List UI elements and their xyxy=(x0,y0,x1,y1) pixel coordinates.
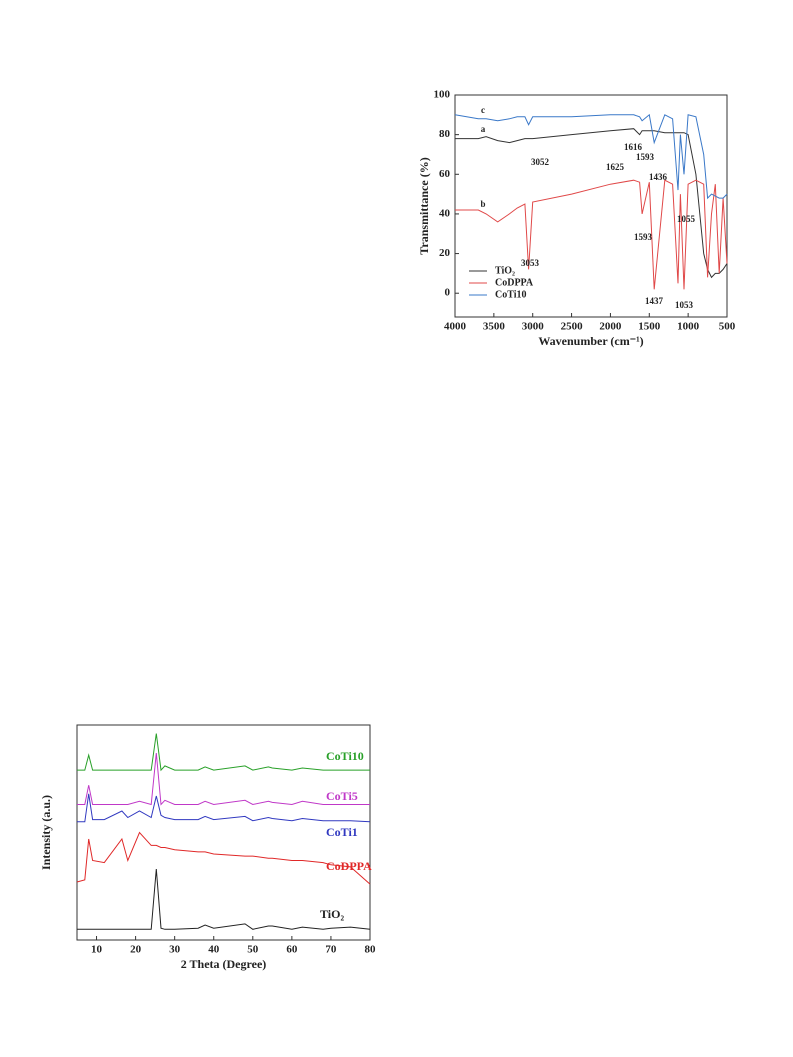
x-tick-label: 2000 xyxy=(599,321,622,333)
annotation: 1625 xyxy=(606,162,625,172)
x-tick-label: 80 xyxy=(365,944,377,956)
y-tick-label: 40 xyxy=(439,207,451,219)
annotation: 1593 xyxy=(636,152,655,162)
series-line xyxy=(77,733,370,772)
y-tick-label: 20 xyxy=(439,247,451,259)
x-tick-label: 500 xyxy=(719,321,736,333)
annotation: 1616 xyxy=(624,142,643,152)
annotation: b xyxy=(480,199,485,209)
legend-label: CoDPPA xyxy=(495,277,534,288)
y-tick-label: 100 xyxy=(434,89,451,101)
annotation: c xyxy=(481,105,485,115)
x-tick-label: 10 xyxy=(91,944,103,956)
annotation: 1593 xyxy=(634,232,653,242)
annotation: a xyxy=(481,124,486,134)
series-label: CoDPPA xyxy=(326,859,372,873)
x-tick-label: 4000 xyxy=(444,321,467,333)
x-tick-label: 60 xyxy=(286,944,298,956)
series-line xyxy=(76,831,371,885)
x-tick-label: 30 xyxy=(169,944,181,956)
x-tick-label: 20 xyxy=(130,944,142,956)
series-line xyxy=(77,752,370,806)
x-axis-label: 2 Theta (Degree) xyxy=(181,957,267,971)
annotation: 1436 xyxy=(649,172,668,182)
annotation: 1437 xyxy=(645,296,664,306)
series-label: TiO₂ xyxy=(320,907,344,921)
x-tick-label: 40 xyxy=(208,944,220,956)
x-tick-label: 70 xyxy=(325,944,337,956)
annotation: 3052 xyxy=(531,157,550,167)
x-tick-label: 3500 xyxy=(483,321,506,333)
x-axis-label: Wavenumber (cm⁻¹) xyxy=(538,334,643,348)
annotation: 3053 xyxy=(521,258,540,268)
x-tick-label: 3000 xyxy=(522,321,545,333)
series-label: CoTi10 xyxy=(326,749,364,763)
series-line xyxy=(455,179,728,290)
series-line xyxy=(454,113,728,200)
annotation: 1053 xyxy=(675,300,694,310)
legend-label: TiO₂ xyxy=(495,265,515,276)
y-tick-label: 80 xyxy=(439,128,451,140)
y-axis-label: Intensity (a.u.) xyxy=(39,795,53,870)
y-tick-label: 0 xyxy=(445,287,451,299)
y-axis-label: Transmittance (%) xyxy=(417,157,431,254)
plot-frame xyxy=(454,94,728,318)
x-tick-label: 50 xyxy=(247,944,259,956)
x-tick-label: 1000 xyxy=(677,321,700,333)
legend-label: CoTi10 xyxy=(495,289,527,300)
series-line xyxy=(455,128,728,279)
series-label: CoTi1 xyxy=(326,825,358,839)
annotation: 1055 xyxy=(677,214,696,224)
x-tick-label: 1500 xyxy=(638,321,661,333)
x-tick-label: 2500 xyxy=(561,321,584,333)
plot-frame xyxy=(76,724,371,941)
series-label: CoTi5 xyxy=(326,789,358,803)
series-line xyxy=(77,868,371,930)
y-tick-label: 60 xyxy=(439,168,451,180)
series-line xyxy=(77,793,371,823)
